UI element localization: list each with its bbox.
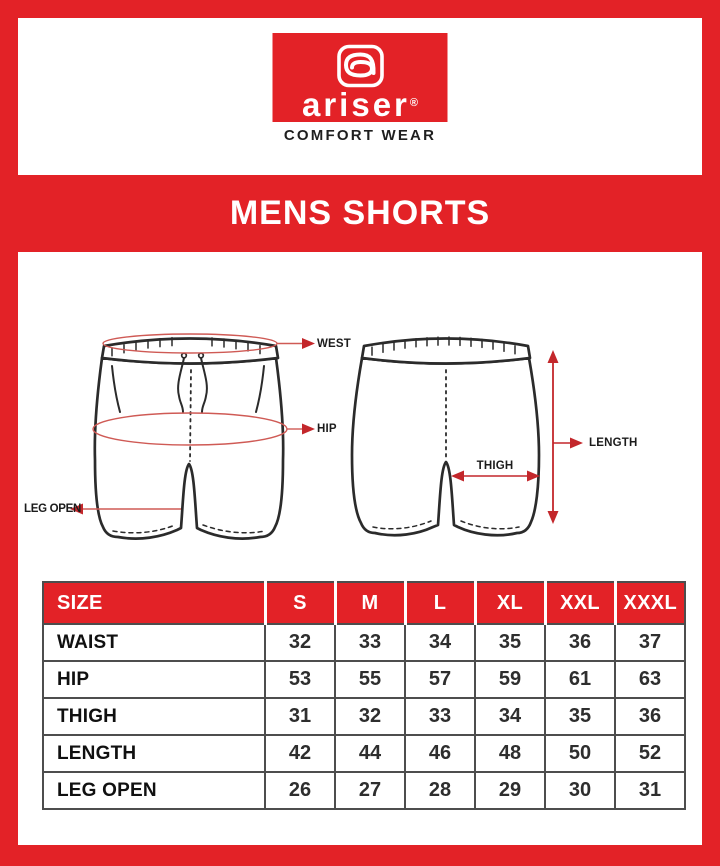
size-value-cell: 28 xyxy=(404,771,476,810)
measurement-marks xyxy=(70,333,583,524)
table-row-waist: WAIST 32 33 34 35 36 37 xyxy=(42,623,686,662)
col-header-s: S xyxy=(263,581,336,625)
size-value-cell: 35 xyxy=(474,623,546,662)
size-value-cell: 57 xyxy=(404,660,476,699)
size-value-cell: 34 xyxy=(474,697,546,736)
size-value-cell: 53 xyxy=(264,660,336,699)
size-value-cell: 50 xyxy=(544,734,616,773)
brand-name-text: ariser xyxy=(301,86,410,123)
size-value-cell: 29 xyxy=(474,771,546,810)
size-value-cell: 32 xyxy=(264,623,336,662)
thigh-measure-label: THIGH xyxy=(476,460,514,472)
size-value-cell: 27 xyxy=(334,771,406,810)
size-table-header-row: SIZE S M L XL XXL XXXL xyxy=(42,581,686,625)
size-value-cell: 59 xyxy=(474,660,546,699)
size-value-cell: 55 xyxy=(334,660,406,699)
brand-logo: ariser® COMFORT WEAR xyxy=(272,33,448,144)
size-value-cell: 63 xyxy=(614,660,686,699)
content-area: ariser® COMFORT WEAR MENS SHORTS xyxy=(18,18,702,845)
table-row-leg-open: LEG OPEN 26 27 28 29 30 31 xyxy=(42,771,686,810)
size-value-cell: 52 xyxy=(614,734,686,773)
col-header-size: SIZE xyxy=(42,581,266,625)
length-measure-label: LENGTH xyxy=(589,437,638,449)
brand-tagline: COMFORT WEAR xyxy=(283,127,437,144)
shorts-back-view xyxy=(350,336,541,537)
row-header-hip: HIP xyxy=(42,660,266,699)
size-value-cell: 26 xyxy=(264,771,336,810)
size-table: SIZE S M L XL XXL XXXL WAIST 32 33 34 35… xyxy=(42,581,686,810)
size-value-cell: 33 xyxy=(334,623,406,662)
size-value-cell: 44 xyxy=(334,734,406,773)
size-value-cell: 36 xyxy=(544,623,616,662)
col-header-l: L xyxy=(403,581,476,625)
waist-measure-label: WEST xyxy=(317,337,352,350)
size-value-cell: 48 xyxy=(474,734,546,773)
col-header-m: M xyxy=(333,581,406,625)
col-header-xxxl: XXXL xyxy=(613,581,686,625)
title-band: MENS SHORTS xyxy=(18,175,702,252)
size-value-cell: 31 xyxy=(264,697,336,736)
row-header-waist: WAIST xyxy=(42,623,266,662)
size-value-cell: 37 xyxy=(614,623,686,662)
size-value-cell: 35 xyxy=(544,697,616,736)
col-header-xl: XL xyxy=(473,581,546,625)
row-header-length: LENGTH xyxy=(42,734,266,773)
ariser-a-icon xyxy=(336,44,384,88)
brand-wordmark: ariser® xyxy=(302,88,419,121)
logo-box: ariser® xyxy=(272,33,448,122)
size-value-cell: 34 xyxy=(404,623,476,662)
registered-mark: ® xyxy=(409,97,419,109)
row-header-thigh: THIGH xyxy=(42,697,266,736)
size-value-cell: 33 xyxy=(404,697,476,736)
shorts-front-view xyxy=(93,336,285,540)
row-header-leg-open: LEG OPEN xyxy=(42,771,266,810)
size-value-cell: 32 xyxy=(334,697,406,736)
size-value-cell: 61 xyxy=(544,660,616,699)
page-title: MENS SHORTS xyxy=(229,194,491,232)
leg-open-measure-label: LEG OPEN xyxy=(24,503,82,515)
size-value-cell: 30 xyxy=(544,771,616,810)
size-value-cell: 36 xyxy=(614,697,686,736)
size-value-cell: 31 xyxy=(614,771,686,810)
table-row-hip: HIP 53 55 57 59 61 63 xyxy=(42,660,686,699)
size-value-cell: 42 xyxy=(264,734,336,773)
size-value-cell: 46 xyxy=(404,734,476,773)
hip-measure-label: HIP xyxy=(317,423,337,435)
table-row-length: LENGTH 42 44 46 48 50 52 xyxy=(42,734,686,773)
table-row-thigh: THIGH 31 32 33 34 35 36 xyxy=(42,697,686,736)
col-header-xxl: XXL xyxy=(543,581,616,625)
